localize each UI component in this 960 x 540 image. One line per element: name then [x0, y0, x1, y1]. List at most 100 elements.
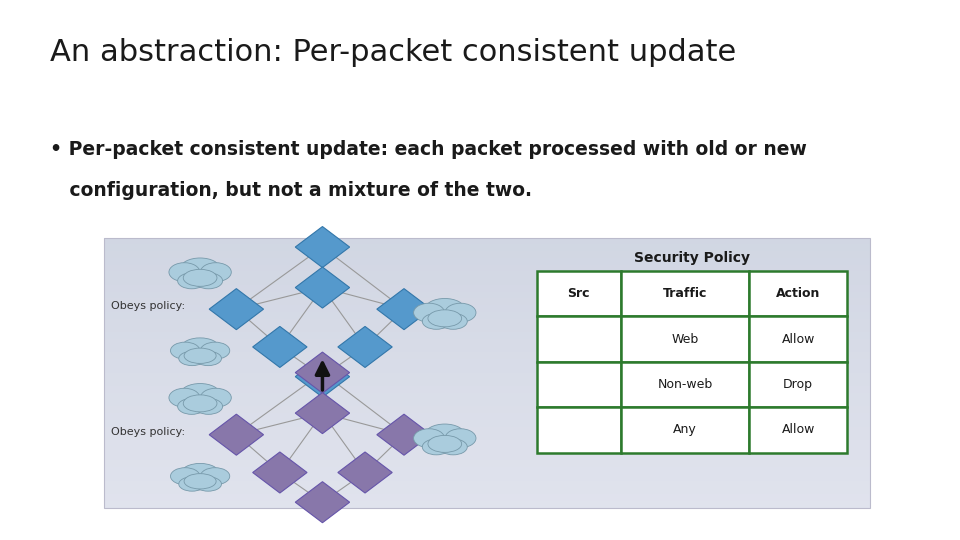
- Bar: [105, 460, 870, 467]
- Bar: [105, 265, 870, 271]
- Bar: [105, 440, 870, 447]
- Bar: [105, 494, 870, 501]
- Bar: [105, 332, 870, 339]
- Ellipse shape: [178, 399, 205, 414]
- Bar: [105, 400, 870, 406]
- Ellipse shape: [422, 313, 450, 329]
- Text: Security Policy: Security Policy: [634, 251, 750, 265]
- Ellipse shape: [428, 435, 462, 453]
- Bar: [105, 244, 870, 251]
- Ellipse shape: [183, 269, 217, 286]
- Bar: [105, 352, 870, 359]
- Polygon shape: [296, 393, 349, 434]
- Ellipse shape: [422, 439, 450, 455]
- Text: Allow: Allow: [781, 333, 815, 346]
- Polygon shape: [296, 226, 349, 268]
- Ellipse shape: [425, 424, 465, 445]
- Text: configuration, but not a mixture of the two.: configuration, but not a mixture of the …: [50, 181, 532, 200]
- Ellipse shape: [195, 399, 223, 414]
- Polygon shape: [296, 482, 349, 523]
- Bar: [105, 393, 870, 400]
- Bar: [620, 271, 750, 316]
- Polygon shape: [252, 452, 307, 493]
- Text: Obeys policy:: Obeys policy:: [111, 427, 185, 437]
- Bar: [105, 359, 870, 366]
- Bar: [105, 258, 870, 265]
- Polygon shape: [296, 356, 349, 397]
- Bar: [750, 362, 847, 407]
- Bar: [105, 271, 870, 278]
- Text: Action: Action: [776, 287, 821, 300]
- Ellipse shape: [201, 342, 229, 359]
- Polygon shape: [209, 288, 264, 329]
- Bar: [620, 316, 750, 362]
- Ellipse shape: [195, 352, 222, 366]
- Bar: [105, 487, 870, 494]
- Polygon shape: [252, 326, 307, 367]
- Bar: [537, 271, 620, 316]
- Ellipse shape: [195, 273, 223, 289]
- Ellipse shape: [171, 468, 200, 485]
- Bar: [750, 316, 847, 362]
- Polygon shape: [338, 452, 393, 493]
- Bar: [105, 501, 870, 508]
- Ellipse shape: [439, 313, 468, 329]
- Bar: [105, 366, 870, 373]
- Bar: [105, 413, 870, 420]
- Ellipse shape: [201, 468, 229, 485]
- Bar: [750, 407, 847, 453]
- Text: Obeys policy:: Obeys policy:: [111, 301, 185, 312]
- Bar: [105, 298, 870, 305]
- Bar: [105, 238, 870, 244]
- Bar: [105, 305, 870, 312]
- Ellipse shape: [445, 303, 476, 322]
- Bar: [105, 420, 870, 427]
- Ellipse shape: [179, 352, 205, 366]
- Bar: [537, 407, 620, 453]
- Bar: [105, 433, 870, 440]
- Bar: [105, 339, 870, 346]
- Bar: [105, 312, 870, 319]
- Ellipse shape: [169, 388, 200, 407]
- Ellipse shape: [425, 299, 465, 319]
- Bar: [105, 373, 870, 379]
- Bar: [750, 271, 847, 316]
- Text: Any: Any: [673, 423, 697, 436]
- Polygon shape: [377, 288, 431, 329]
- Bar: [105, 474, 870, 481]
- Bar: [105, 454, 870, 460]
- Bar: [105, 292, 870, 298]
- Bar: [105, 278, 870, 285]
- Bar: [620, 407, 750, 453]
- Text: Traffic: Traffic: [662, 287, 708, 300]
- Ellipse shape: [179, 477, 205, 491]
- Text: Web: Web: [671, 333, 699, 346]
- Bar: [105, 427, 870, 433]
- Bar: [105, 447, 870, 454]
- Text: Non-web: Non-web: [658, 378, 712, 391]
- Text: Drop: Drop: [783, 378, 813, 391]
- Ellipse shape: [445, 429, 476, 448]
- Bar: [105, 467, 870, 474]
- Ellipse shape: [178, 273, 205, 289]
- Polygon shape: [296, 267, 349, 308]
- Polygon shape: [377, 414, 431, 455]
- Ellipse shape: [181, 463, 219, 482]
- Bar: [620, 362, 750, 407]
- Bar: [105, 386, 870, 393]
- Ellipse shape: [184, 348, 216, 363]
- Ellipse shape: [414, 303, 444, 322]
- Bar: [105, 325, 870, 332]
- Text: • Per-packet consistent update: each packet processed with old or new: • Per-packet consistent update: each pac…: [50, 140, 806, 159]
- Ellipse shape: [201, 388, 231, 407]
- Ellipse shape: [171, 342, 200, 359]
- Polygon shape: [338, 326, 393, 367]
- Bar: [105, 346, 870, 353]
- Bar: [105, 379, 870, 386]
- Ellipse shape: [169, 263, 200, 282]
- Ellipse shape: [195, 477, 222, 491]
- Bar: [537, 362, 620, 407]
- Ellipse shape: [180, 258, 220, 279]
- Ellipse shape: [414, 429, 444, 448]
- Ellipse shape: [201, 263, 231, 282]
